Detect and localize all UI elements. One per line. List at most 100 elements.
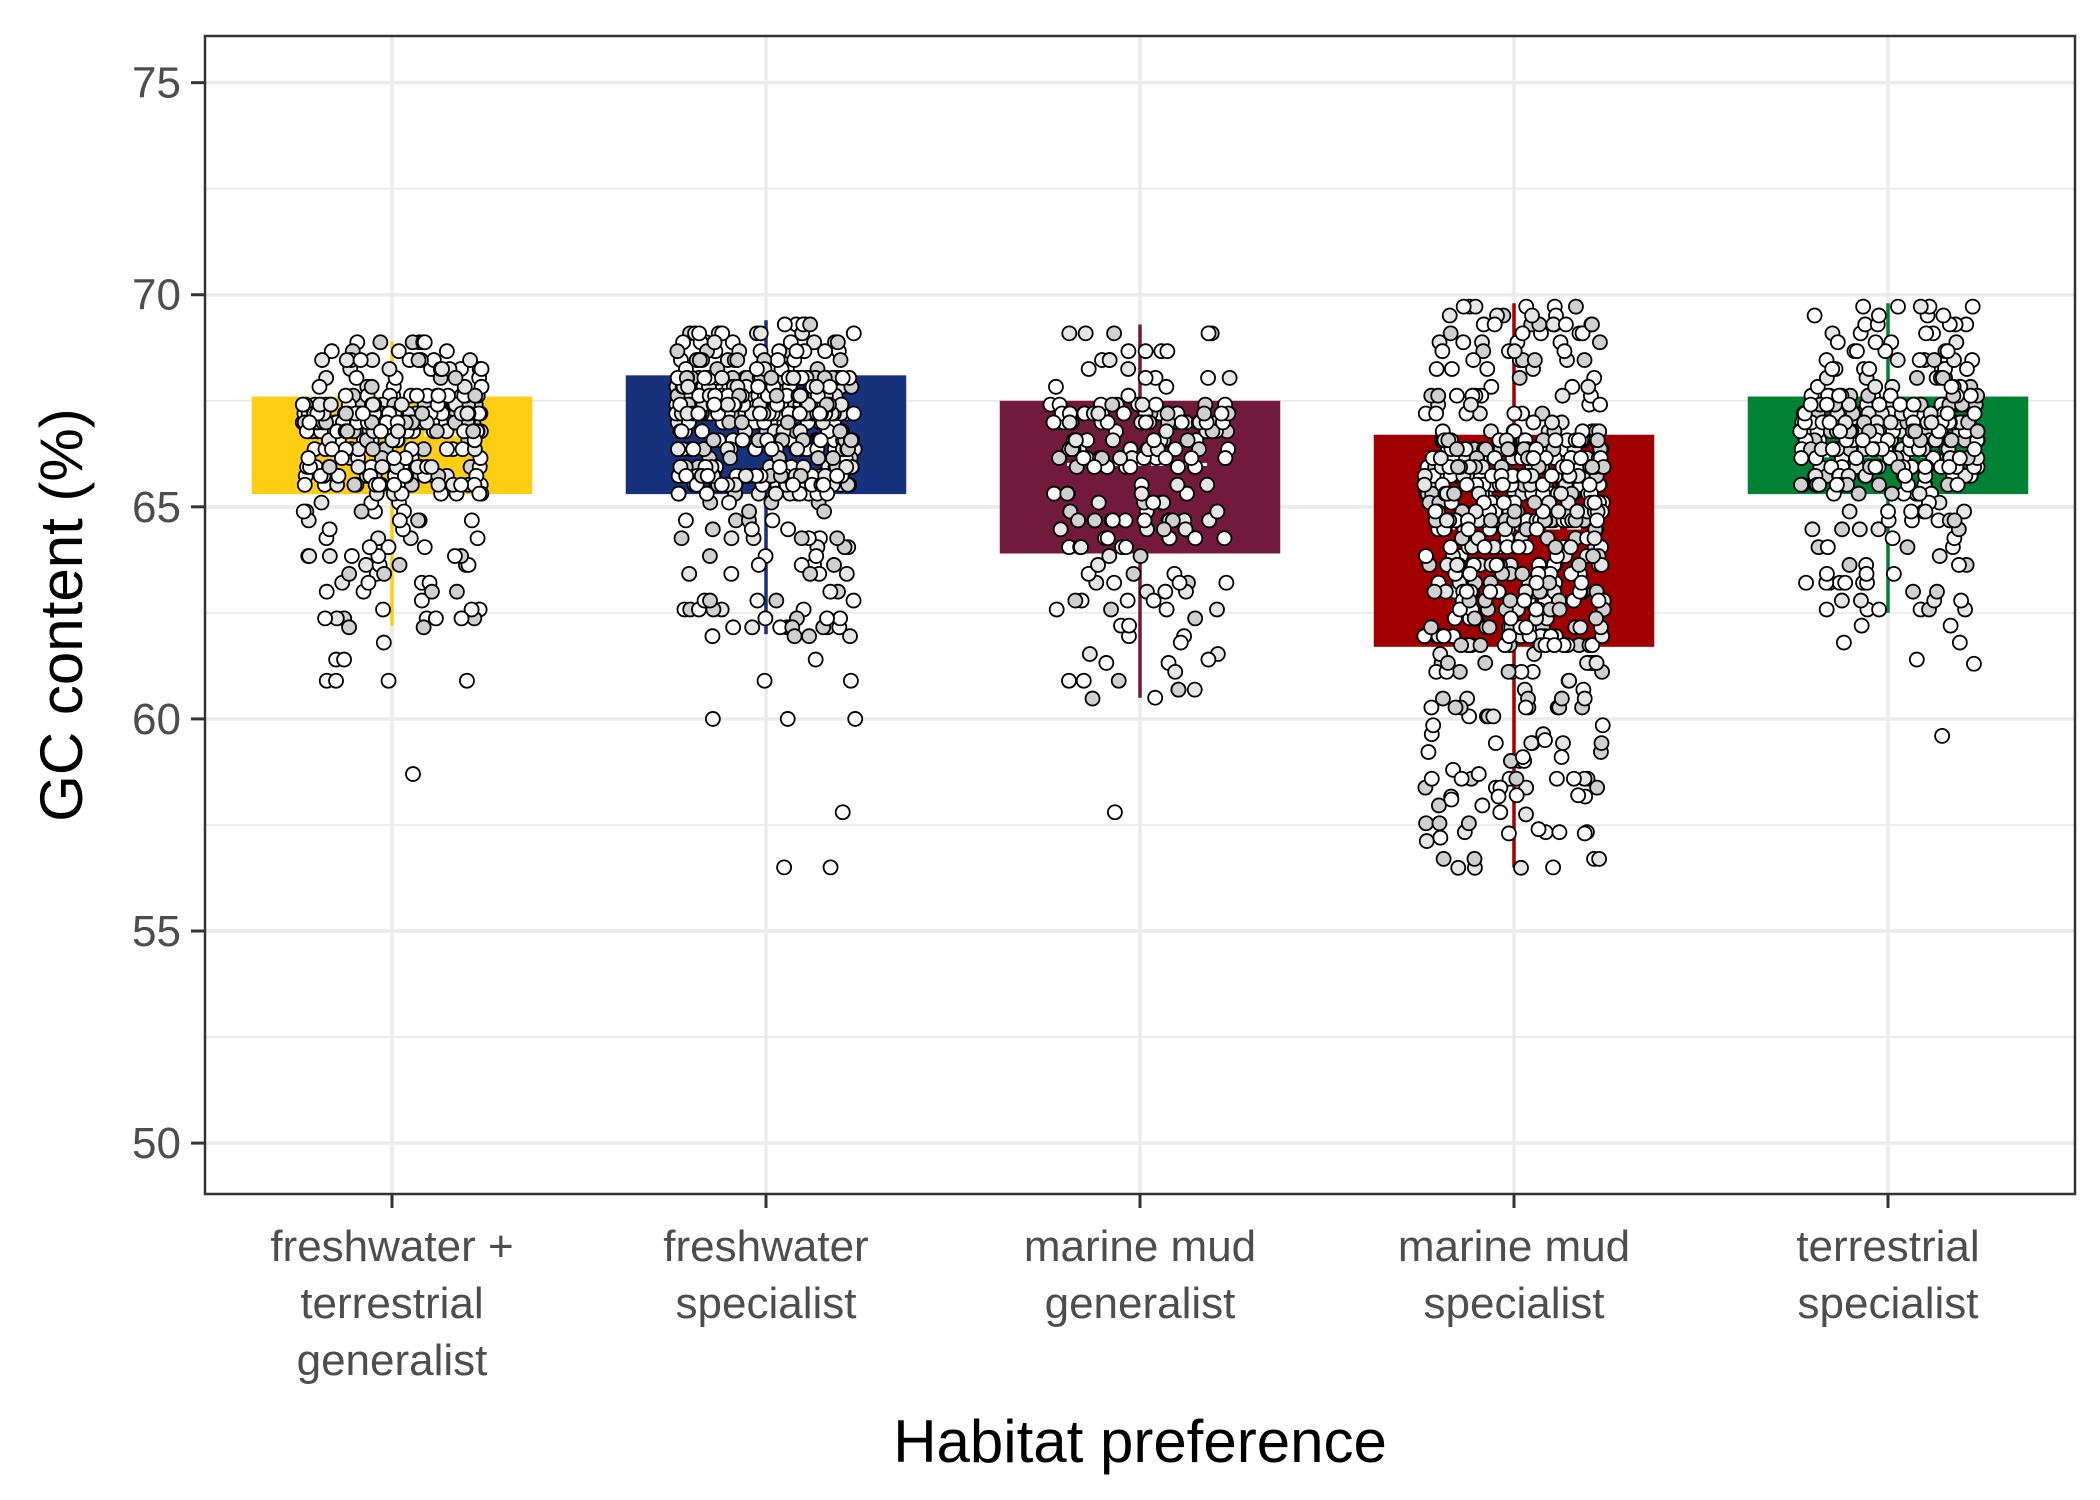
data-point (834, 369, 851, 386)
data-point (1080, 565, 1097, 582)
data-point (1569, 503, 1586, 520)
data-point (826, 557, 842, 573)
data-point (453, 610, 470, 627)
data-point (1196, 405, 1213, 422)
data-point (1487, 735, 1504, 752)
data-point (1832, 423, 1848, 440)
data-point (1428, 405, 1445, 422)
data-point (750, 378, 767, 395)
x-tick-label-line: freshwater + (270, 1222, 513, 1271)
data-point (1514, 565, 1531, 582)
data-point (1103, 601, 1119, 618)
points-layer (294, 298, 1986, 876)
data-point (670, 485, 687, 502)
data-point (1562, 539, 1579, 556)
data-point (301, 414, 318, 431)
data-point-outlier (779, 711, 796, 727)
data-point (1167, 441, 1184, 458)
data-point (1588, 610, 1604, 627)
data-point (374, 459, 391, 475)
data-point (1547, 432, 1564, 449)
data-point (1506, 343, 1523, 360)
data-point (1889, 352, 1906, 368)
data-point (338, 352, 355, 368)
data-point (785, 369, 802, 386)
data-point (1858, 565, 1875, 582)
x-tick-label-line: marine mud (1024, 1222, 1256, 1271)
data-point (1046, 485, 1062, 502)
data-point (789, 441, 806, 458)
data-point (1435, 690, 1451, 707)
data-point (1804, 521, 1821, 538)
data-point (1077, 325, 1094, 342)
data-point (723, 565, 740, 582)
data-point (1591, 851, 1608, 867)
data-point (1516, 467, 1533, 484)
data-point (678, 512, 694, 529)
data-point (1086, 512, 1103, 529)
data-point (749, 592, 766, 609)
y-tick-label: 50 (132, 1119, 181, 1168)
data-point (317, 610, 333, 627)
data-point (1929, 583, 1945, 600)
data-point-outlier (847, 711, 864, 727)
data-point (842, 628, 858, 645)
data-point (812, 432, 829, 449)
data-point (1525, 450, 1542, 466)
data-point (1449, 557, 1466, 573)
data-point (1090, 494, 1107, 511)
data-point (353, 503, 370, 520)
data-point (1546, 637, 1563, 654)
data-point (1490, 788, 1507, 805)
data-point (338, 405, 354, 422)
data-point (806, 334, 823, 351)
data-point (1423, 619, 1440, 636)
x-axis: freshwater + terrestrial generalistfreshwa… (270, 1194, 1980, 1385)
data-point (1462, 565, 1478, 582)
data-point (321, 548, 338, 564)
data-point (1133, 485, 1150, 502)
data-point (1118, 539, 1134, 556)
data-point (1911, 485, 1928, 502)
data-point (696, 369, 713, 386)
x-tick-label-line: terrestrial (300, 1279, 483, 1328)
data-point (1506, 405, 1523, 422)
data-point (819, 610, 835, 627)
data-point (1209, 503, 1226, 520)
data-point (1479, 361, 1496, 377)
data-point (669, 343, 686, 360)
data-point (1793, 450, 1810, 466)
data-point (1453, 770, 1470, 787)
data-point (810, 450, 827, 466)
data-point (1145, 592, 1162, 609)
data-point (1466, 610, 1483, 627)
data-point (763, 441, 780, 458)
y-axis-title: GC content (%) (28, 408, 95, 821)
data-point (1430, 797, 1447, 814)
data-point (1819, 396, 1835, 413)
data-point (1099, 414, 1116, 431)
data-point (729, 352, 746, 368)
data-point (1586, 530, 1603, 547)
data-point (793, 530, 810, 547)
data-point (393, 396, 410, 413)
data-point (1518, 619, 1535, 636)
data-point-outlier (1107, 804, 1123, 821)
data-point (1969, 423, 1986, 440)
data-point-outlier (1835, 634, 1852, 651)
data-point (1217, 450, 1234, 466)
data-point (1861, 361, 1878, 377)
data-point (678, 467, 695, 484)
data-point (1574, 325, 1591, 342)
data-point (1793, 476, 1809, 493)
data-point (722, 450, 739, 466)
data-point (1589, 512, 1605, 529)
data-point (1855, 298, 1872, 315)
data-point (1513, 859, 1529, 876)
data-point (1485, 708, 1502, 725)
data-point (1432, 450, 1449, 466)
data-point (337, 387, 354, 404)
data-point (785, 476, 801, 493)
data-point (1917, 503, 1934, 520)
data-point-outlier (1934, 727, 1951, 744)
